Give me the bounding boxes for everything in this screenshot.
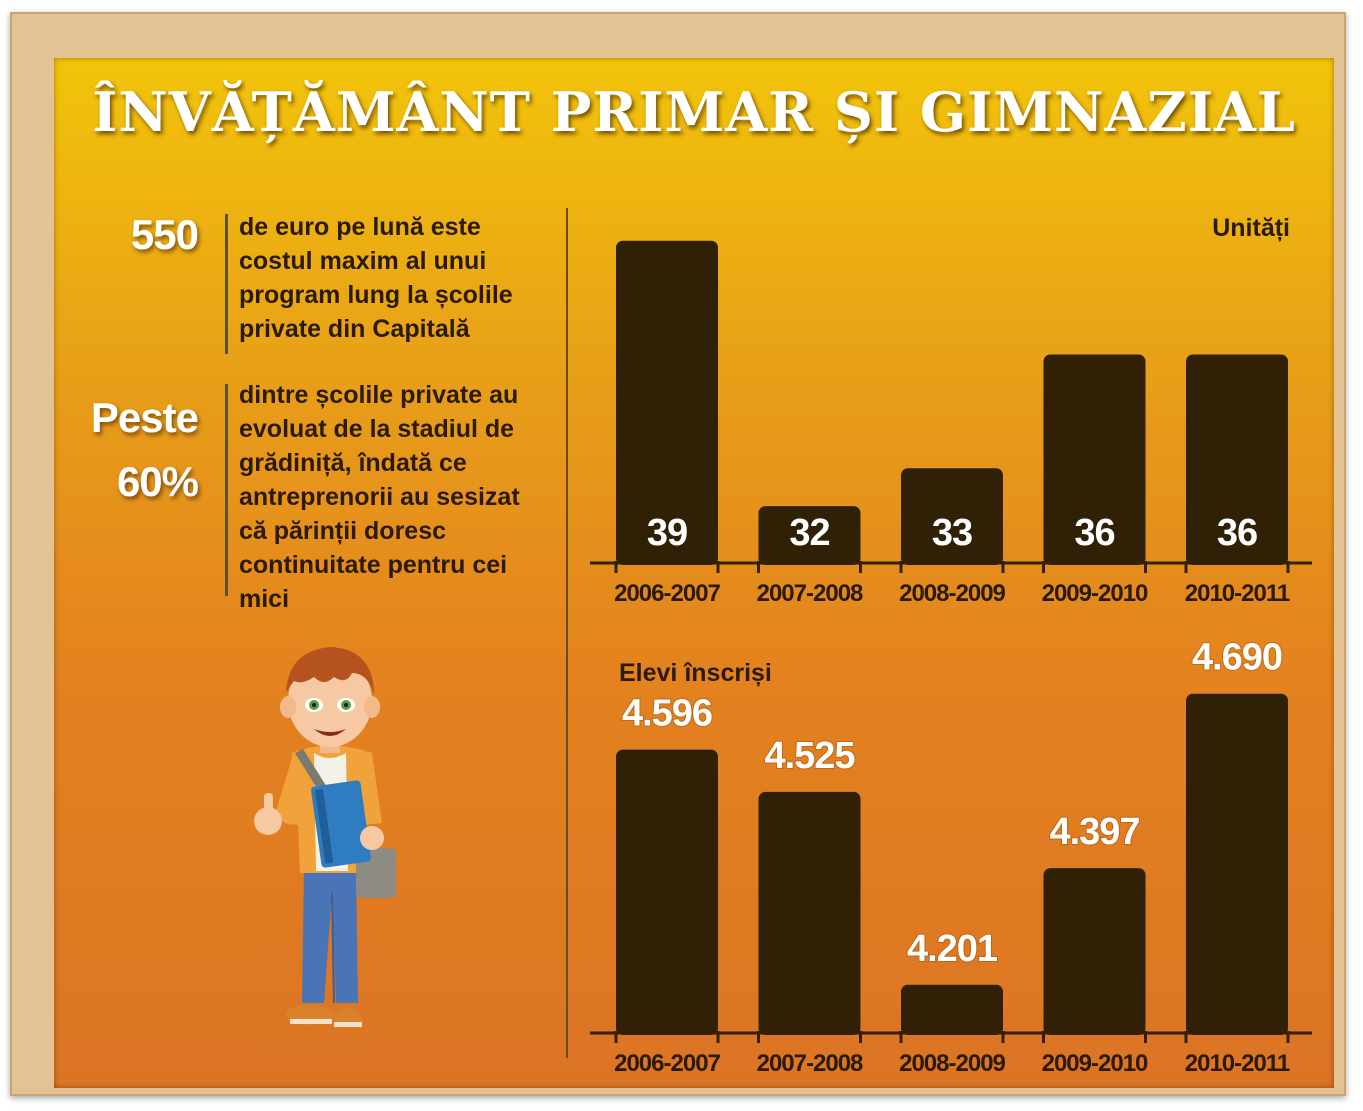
chart-title: Unități xyxy=(1212,214,1290,242)
x-tick-label: 2010-2011 xyxy=(1185,580,1290,607)
data-label: 4.596 xyxy=(622,693,712,735)
stat-2-figure-line-2: 60% xyxy=(116,458,199,505)
stat-2-figure: Peste 60% xyxy=(74,386,199,514)
chart-units: Unități 39 2006-2007 32 2007-2008 33 2008-2009… xyxy=(590,214,1312,607)
stat-2-figure-line-1: Peste xyxy=(90,394,199,441)
data-label: 36 xyxy=(1074,512,1114,554)
column-divider xyxy=(566,208,568,1058)
bar xyxy=(901,984,1003,1035)
data-label: 4.201 xyxy=(907,928,998,970)
data-label: 36 xyxy=(1217,512,1257,554)
x-tick-label: 2007-2008 xyxy=(757,1050,863,1077)
x-tick-label: 2007-2008 xyxy=(757,580,863,607)
stat-2-text: dintre școlile private au evoluat de la … xyxy=(239,381,520,613)
bar xyxy=(1043,868,1146,1035)
x-tick-label: 2006-2007 xyxy=(614,580,720,607)
bar xyxy=(616,240,718,565)
bar xyxy=(1186,354,1288,565)
chart-students: Elevi înscriși 4.596 2006-2007 4.525 2007-20… xyxy=(590,636,1312,1077)
bar xyxy=(901,468,1003,565)
bar xyxy=(1043,354,1146,565)
charts-area: Unități 39 2006-2007 32 2007-2008 33 2008-2009… xyxy=(590,214,1312,1077)
frame: ÎNVĂȚĂMÂNT PRIMAR ȘI GIMNAZIAL 550 de eu… xyxy=(10,12,1346,1096)
stat-1-figure-line: 550 xyxy=(130,211,199,258)
data-label: 39 xyxy=(647,512,687,554)
data-label: 4.525 xyxy=(764,735,855,777)
x-tick-label: 2009-2010 xyxy=(1042,1050,1148,1077)
data-label: 4.397 xyxy=(1049,811,1139,853)
x-tick-label: 2009-2010 xyxy=(1042,580,1148,607)
stat-1-text: de euro pe lună este costul maxim al unu… xyxy=(239,213,513,343)
chalkboard: ÎNVĂȚĂMÂNT PRIMAR ȘI GIMNAZIAL 550 de eu… xyxy=(54,58,1334,1088)
x-tick-label: 2008-2009 xyxy=(899,580,1005,607)
x-tick-label: 2006-2007 xyxy=(614,1050,720,1077)
x-tick-label: 2010-2011 xyxy=(1185,1050,1290,1077)
data-label: 33 xyxy=(932,512,972,554)
data-label: 4.690 xyxy=(1192,637,1282,679)
data-label: 32 xyxy=(789,512,829,554)
stat-2-rule xyxy=(225,384,228,596)
bar xyxy=(1186,693,1288,1035)
page-title: ÎNVĂȚĂMÂNT PRIMAR ȘI GIMNAZIAL xyxy=(92,80,1296,144)
student-illustration xyxy=(254,647,396,1028)
bar xyxy=(758,506,861,565)
stat-1-figure: 550 xyxy=(94,205,199,265)
chart-title: Elevi înscriși xyxy=(619,659,772,687)
bar xyxy=(616,749,718,1035)
x-tick-label: 2008-2009 xyxy=(899,1050,1005,1077)
stat-1-rule xyxy=(225,214,228,354)
bar xyxy=(758,791,861,1035)
